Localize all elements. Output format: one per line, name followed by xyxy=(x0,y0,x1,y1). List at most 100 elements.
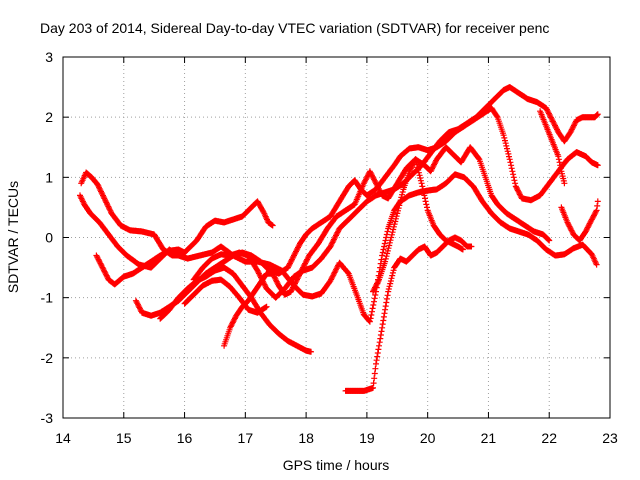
data-points xyxy=(77,84,601,394)
y-tick-label: -2 xyxy=(41,350,54,366)
data-point xyxy=(511,177,518,184)
y-tick-label: 0 xyxy=(45,230,53,246)
data-point xyxy=(414,164,421,171)
satellite-track-2 xyxy=(78,169,276,259)
data-point xyxy=(384,228,391,235)
data-point xyxy=(410,160,417,167)
data-point xyxy=(98,261,105,268)
data-point xyxy=(509,168,516,175)
data-point xyxy=(373,181,380,188)
y-axis-title: SDTVAR / TECUs xyxy=(5,181,21,293)
data-point xyxy=(512,180,519,187)
data-point xyxy=(594,111,601,118)
data-point xyxy=(501,134,508,141)
data-point xyxy=(381,243,388,250)
data-point xyxy=(419,186,426,193)
x-tick-label: 22 xyxy=(541,430,557,446)
data-point xyxy=(98,189,105,196)
data-point xyxy=(374,279,381,286)
data-point xyxy=(594,162,601,169)
y-tick-label: 3 xyxy=(45,49,53,65)
data-point xyxy=(386,283,393,290)
data-point xyxy=(500,132,507,139)
data-point xyxy=(557,165,564,172)
data-point xyxy=(415,167,422,173)
data-point xyxy=(371,298,377,305)
grid xyxy=(63,57,610,418)
data-point xyxy=(372,292,379,298)
data-point xyxy=(395,205,402,212)
data-point xyxy=(468,243,475,250)
data-point xyxy=(561,180,568,187)
data-point xyxy=(370,302,377,308)
data-point xyxy=(418,180,425,187)
data-point xyxy=(506,156,513,163)
data-point xyxy=(546,111,553,118)
x-tick-label: 23 xyxy=(602,430,618,446)
satellite-track-10 xyxy=(370,156,466,295)
data-point xyxy=(376,342,382,349)
x-tick-label: 16 xyxy=(177,430,193,446)
data-point xyxy=(379,252,386,259)
data-point xyxy=(545,236,552,243)
x-tick-label: 15 xyxy=(116,430,132,446)
data-point xyxy=(137,305,143,312)
data-point xyxy=(383,234,390,241)
data-point xyxy=(398,194,405,201)
data-point xyxy=(510,174,517,181)
data-point xyxy=(380,246,387,253)
data-point xyxy=(387,237,394,244)
data-point xyxy=(367,315,374,322)
data-point xyxy=(181,249,188,256)
satellite-track-7 xyxy=(190,84,601,301)
data-point xyxy=(546,237,553,244)
data-point xyxy=(368,312,375,318)
data-point xyxy=(385,286,392,292)
data-point xyxy=(392,215,399,222)
data-point xyxy=(384,247,391,254)
satellite-track-6 xyxy=(181,276,270,316)
data-point xyxy=(556,159,563,166)
data-point xyxy=(381,240,388,247)
data-point xyxy=(412,156,419,163)
data-point xyxy=(545,110,552,117)
data-point xyxy=(383,231,390,238)
data-point xyxy=(551,121,558,128)
data-point xyxy=(493,113,500,120)
data-point xyxy=(547,114,554,121)
x-tick-label: 20 xyxy=(420,430,436,446)
x-tick-label: 19 xyxy=(359,430,375,446)
satellite-track-11 xyxy=(537,108,568,187)
x-tick-label: 17 xyxy=(238,430,254,446)
data-point xyxy=(508,162,515,169)
data-point xyxy=(593,261,600,268)
data-point xyxy=(547,113,554,120)
satellite-track-8 xyxy=(221,144,553,349)
data-point xyxy=(390,226,397,233)
data-point xyxy=(508,165,515,172)
data-point xyxy=(586,221,593,228)
data-point xyxy=(422,198,429,205)
data-point xyxy=(288,287,295,294)
data-point xyxy=(506,153,512,160)
data-point xyxy=(399,191,405,198)
data-point xyxy=(555,156,562,163)
data-point xyxy=(510,171,517,178)
data-point xyxy=(504,145,510,152)
data-point xyxy=(295,243,302,250)
chart-title: Day 203 of 2014, Sidereal Day-to-day VTE… xyxy=(40,20,549,36)
x-tick-label: 21 xyxy=(481,430,497,446)
data-point xyxy=(548,115,555,122)
y-tick-label: -1 xyxy=(41,290,54,306)
satellite-track-3 xyxy=(93,246,188,288)
data-point xyxy=(420,189,427,196)
data-point xyxy=(389,272,396,279)
data-point xyxy=(263,303,270,310)
data-point xyxy=(417,175,424,181)
data-point xyxy=(388,275,395,282)
y-tick-label: 2 xyxy=(45,109,53,125)
y-tick-label: -3 xyxy=(41,410,54,426)
data-point xyxy=(396,202,403,209)
data-point xyxy=(423,201,430,208)
